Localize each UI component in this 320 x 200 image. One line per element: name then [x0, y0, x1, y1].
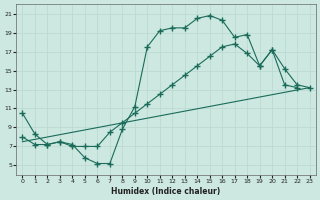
- X-axis label: Humidex (Indice chaleur): Humidex (Indice chaleur): [111, 187, 221, 196]
